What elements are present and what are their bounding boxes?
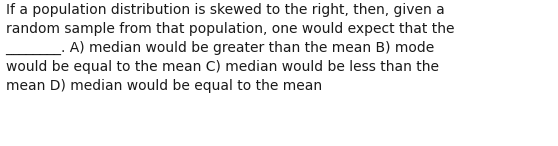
Text: If a population distribution is skewed to the right, then, given a
random sample: If a population distribution is skewed t… (6, 3, 454, 93)
